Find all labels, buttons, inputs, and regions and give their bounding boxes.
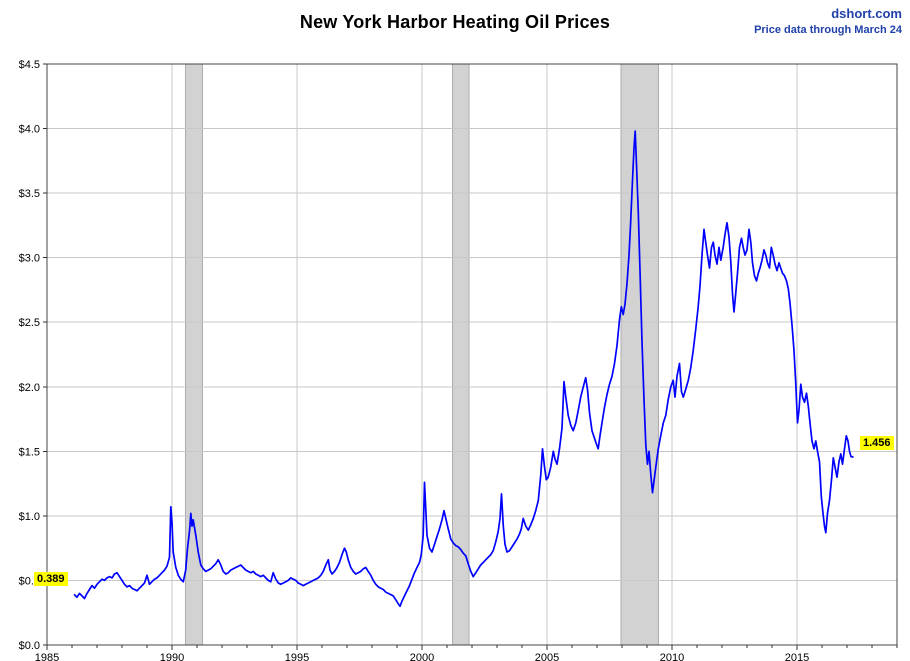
x-tick-label: 2010 [660, 652, 684, 661]
y-tick-label: $4.5 [19, 59, 40, 71]
y-tick-label: $1.0 [19, 511, 40, 523]
x-tick-label: 1995 [285, 652, 309, 661]
y-tick-label: $3.0 [19, 253, 40, 265]
source-name: dshort.com [831, 6, 902, 21]
y-tick-label: $3.5 [19, 188, 40, 200]
x-tick-label: 1990 [160, 652, 184, 661]
price-line [73, 130, 854, 608]
data-through-note: Price data through March 24 [754, 24, 902, 37]
y-tick-label: $2.5 [19, 317, 40, 329]
chart-title: New York Harbor Heating Oil Prices [299, 12, 611, 32]
y-tick-label: $1.5 [19, 446, 40, 458]
x-tick-label: 2005 [535, 652, 559, 661]
y-tick-label: $4.0 [19, 124, 40, 136]
x-tick-label: 1985 [35, 652, 59, 661]
start-value-label: 0.389 [34, 572, 68, 586]
recession-band [620, 63, 659, 646]
y-tick-label: $0.0 [19, 640, 40, 652]
y-tick-label: $2.0 [19, 382, 40, 394]
latest-value-label: 1.456 [860, 436, 894, 450]
source-block: dshort.com Price data through March 24 [754, 6, 902, 38]
x-tick-label: 2015 [785, 652, 809, 661]
x-tick-label: 2000 [410, 652, 434, 661]
